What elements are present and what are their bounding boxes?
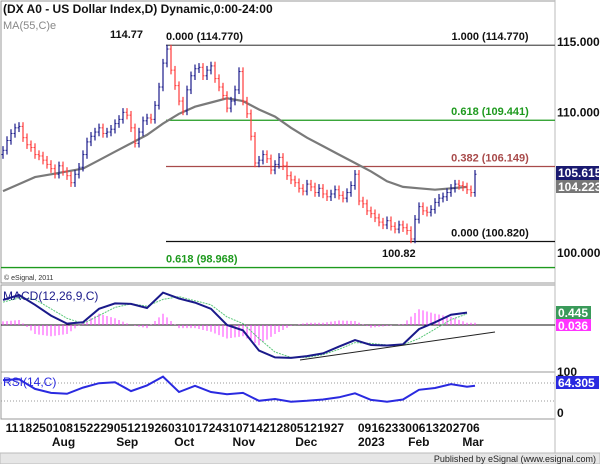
hist-value-box — [556, 319, 591, 331]
rsi-tick-100: 100 — [557, 365, 577, 379]
rsi-tick-0: 0 — [557, 406, 564, 420]
price-bars — [1, 44, 477, 244]
rsi-panel — [0, 371, 556, 420]
copyright: © eSignal, 2011 — [4, 274, 54, 282]
date-tick-label: 05 — [290, 421, 304, 435]
last-price-value: 105.615 — [558, 166, 600, 180]
ma-value: 104.223 — [558, 180, 600, 194]
date-tick-label: 24 — [209, 421, 223, 435]
price-tick-label: 110.000 — [557, 105, 600, 119]
date-tick-label: 22 — [87, 421, 101, 435]
date-tick-label: 19 — [141, 421, 155, 435]
date-tick-label: 06 — [466, 421, 480, 435]
month-label: Sep — [116, 435, 138, 449]
swing-low-label: 100.82 — [382, 248, 416, 260]
date-tick-label: 30 — [399, 421, 413, 435]
date-tick-label: 31 — [222, 421, 236, 435]
date-tick-label: 17 — [195, 421, 209, 435]
date-tick-label: 18 — [19, 421, 33, 435]
price-panel — [0, 0, 556, 284]
ma-value-box — [556, 180, 599, 193]
date-tick-label: 13 — [426, 421, 440, 435]
date-tick-label: 03 — [168, 421, 182, 435]
fib-label: 0.618 (98.968) — [166, 254, 238, 266]
date-tick-label: 26 — [154, 421, 168, 435]
fib-label: 0.382 (106.149) — [451, 153, 529, 165]
footer-bar — [0, 452, 600, 464]
ma-legend: MA(55,C)e — [3, 20, 56, 32]
rsi-line — [2, 375, 476, 403]
macd-trendline — [299, 331, 496, 361]
month-label: Mar — [462, 435, 484, 449]
macd-histogram — [2, 309, 476, 346]
fib-label: 0.000 (114.770) — [166, 31, 243, 43]
fib-label: 1.000 (114.770) — [451, 31, 528, 43]
rsi-value-box — [556, 376, 599, 389]
macd-line — [2, 291, 468, 359]
hist-value: 0.036 — [558, 319, 588, 333]
footer-published: Published by eSignal (www.esignal.com) — [434, 454, 596, 464]
date-tick-label: 20 — [439, 421, 453, 435]
month-label: 2023 — [358, 435, 385, 449]
date-tick-label: 27 — [453, 421, 467, 435]
date-tick-label: 29 — [100, 421, 114, 435]
date-tick-label: 01 — [46, 421, 60, 435]
date-tick-label: 25 — [32, 421, 46, 435]
date-tick-label: 16 — [371, 421, 385, 435]
date-axis: 11 18 25 01 08 15 22 29 05 12 19 26 03 10 17 24 31 07 14 21… — [6, 421, 484, 449]
macd-signal-line — [2, 296, 468, 358]
date-tick-label: 21 — [263, 421, 277, 435]
price-tick-label: 115.000 — [557, 35, 600, 49]
macd-lines — [2, 291, 468, 359]
date-tick-label: 08 — [60, 421, 74, 435]
date-tick-label: 19 — [317, 421, 331, 435]
date-tick-label: 06 — [412, 421, 426, 435]
month-label: Nov — [233, 435, 256, 449]
month-label: Dec — [295, 435, 317, 449]
month-label: Feb — [408, 435, 429, 449]
date-tick-label: 09 — [358, 421, 372, 435]
swing-high-label: 114.77 — [110, 29, 143, 41]
macd-legend: MACD(12,26,9,C) — [3, 289, 98, 303]
rsi-line-layer — [2, 375, 476, 403]
date-tick-label: 12 — [127, 421, 141, 435]
date-tick-label: 07 — [236, 421, 250, 435]
date-tick-label: 10 — [182, 421, 196, 435]
rsi-legend: RSI(14,C) — [3, 375, 56, 389]
rsi-value: 64.305 — [558, 376, 595, 390]
month-label: Aug — [52, 435, 75, 449]
chart-title: (DX A0 - US Dollar Index,D) Dynamic,0:00… — [3, 2, 273, 16]
fib-label: 0.000 (100.820) — [451, 228, 529, 240]
month-label: Oct — [174, 435, 194, 449]
date-tick-label: 14 — [249, 421, 263, 435]
date-tick-label: 23 — [385, 421, 399, 435]
date-tick-label: 28 — [277, 421, 291, 435]
macd-value-box — [556, 306, 591, 319]
date-tick-label: 27 — [331, 421, 345, 435]
date-tick-label: 05 — [114, 421, 128, 435]
macd-value: 0.445 — [558, 306, 588, 320]
date-tick-label: 15 — [73, 421, 87, 435]
fib-label: 0.618 (109.441) — [451, 106, 529, 118]
price-axis: 115.000 110.000 100.000 — [557, 35, 600, 260]
date-tick-label: 12 — [304, 421, 318, 435]
last-price-box — [556, 166, 599, 180]
price-tick-label: 100.000 — [557, 246, 600, 260]
date-tick-label: 11 — [6, 421, 19, 435]
